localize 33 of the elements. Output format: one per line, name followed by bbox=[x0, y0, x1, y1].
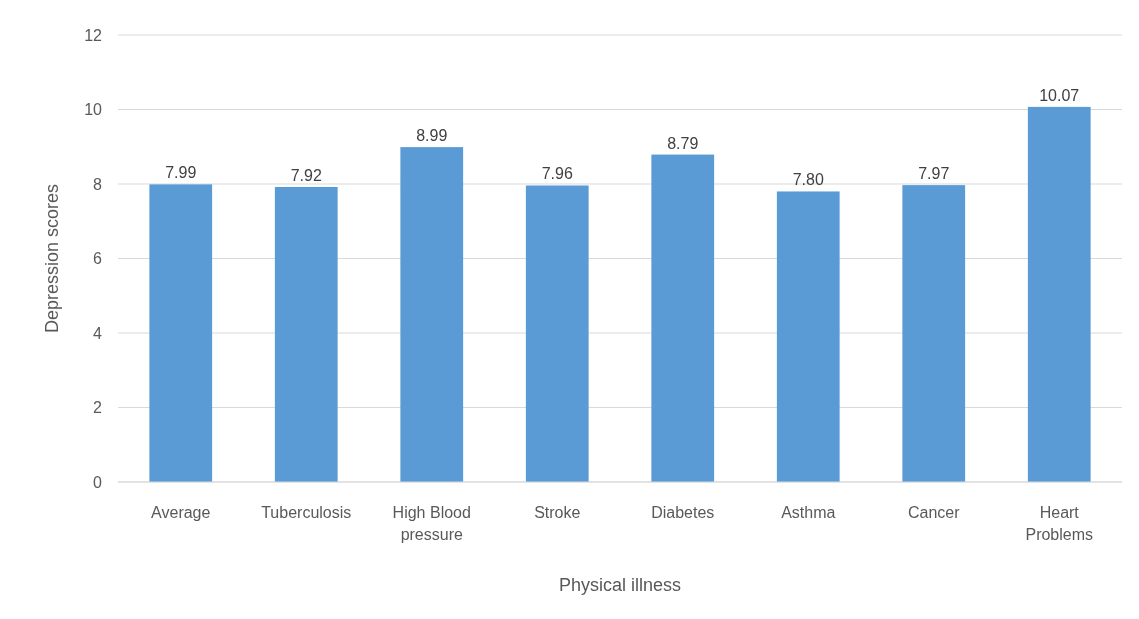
bar bbox=[1027, 106, 1091, 482]
x-tick-label: Stroke bbox=[534, 504, 581, 521]
data-label: 7.97 bbox=[918, 165, 950, 183]
x-tick-label: Diabetes bbox=[651, 504, 715, 521]
x-axis-title: Physical illness bbox=[558, 575, 682, 595]
x-tick-label: Cancer bbox=[907, 504, 961, 521]
y-tick-label: 6 bbox=[93, 250, 103, 268]
bar bbox=[776, 191, 840, 482]
data-label: 7.80 bbox=[792, 171, 824, 189]
y-axis-title: Depression scores bbox=[42, 183, 62, 334]
y-tick-label: 10 bbox=[84, 101, 103, 119]
y-tick-label: 12 bbox=[84, 26, 103, 44]
bar bbox=[651, 154, 715, 482]
x-tick-label: Heart Problems bbox=[1025, 504, 1094, 543]
y-tick-label: 8 bbox=[93, 175, 103, 193]
y-tick-label: 4 bbox=[93, 324, 103, 342]
x-tick-label: Average bbox=[151, 504, 211, 521]
data-label: 10.07 bbox=[1039, 86, 1080, 104]
x-tick-label: Tuberculosis bbox=[261, 504, 352, 521]
data-label: 7.96 bbox=[541, 165, 573, 183]
y-tick-label: 2 bbox=[93, 399, 103, 417]
x-tick-label: Asthma bbox=[781, 504, 836, 521]
bar bbox=[525, 185, 589, 482]
bar bbox=[902, 185, 966, 482]
data-label: 7.92 bbox=[290, 166, 322, 184]
y-tick-label: 0 bbox=[93, 473, 103, 491]
x-tick-label: High Blood pressure bbox=[392, 504, 471, 543]
data-label: 8.99 bbox=[416, 127, 448, 145]
data-label: 7.99 bbox=[165, 164, 197, 182]
bar bbox=[400, 147, 464, 482]
data-label: 8.79 bbox=[667, 134, 699, 152]
bar bbox=[274, 186, 338, 482]
bar bbox=[149, 184, 213, 482]
